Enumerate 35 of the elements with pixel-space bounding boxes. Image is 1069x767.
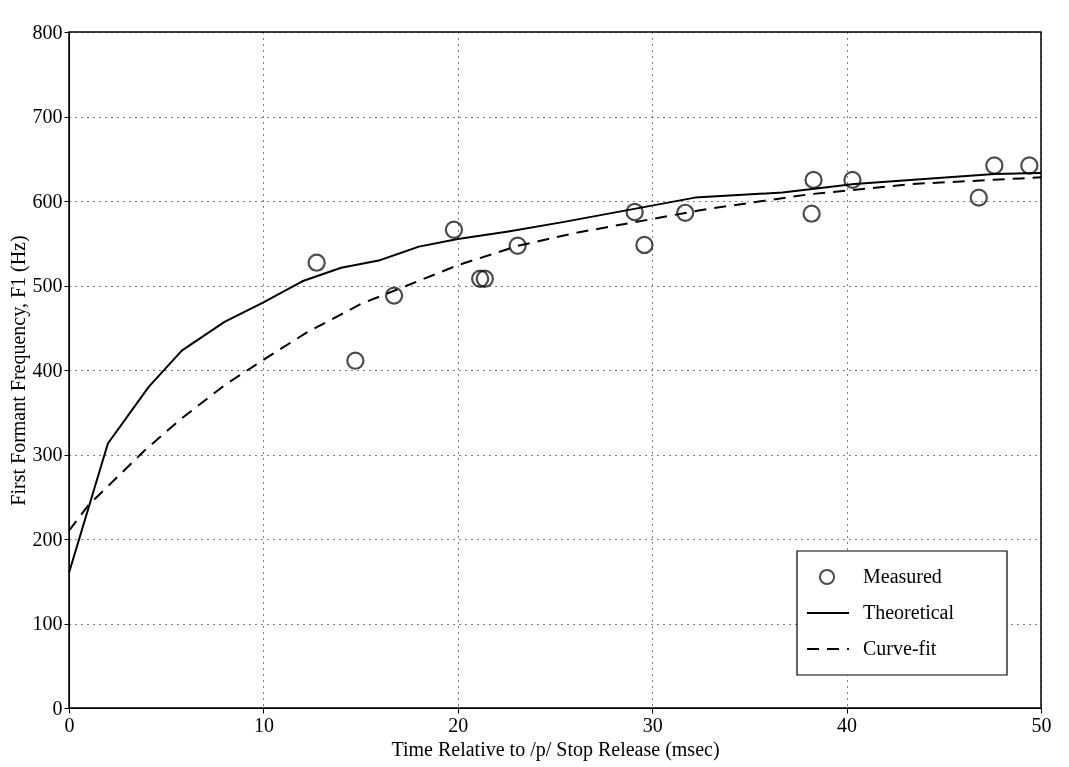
point bbox=[985, 156, 1004, 175]
x-tick-label: 10 bbox=[253, 713, 274, 736]
point bbox=[508, 236, 527, 255]
point bbox=[444, 220, 464, 239]
y-tick-label: 100 bbox=[32, 612, 63, 634]
point bbox=[635, 235, 654, 255]
y-tick-label: 400 bbox=[32, 358, 63, 381]
point bbox=[1020, 156, 1039, 175]
y-tick-label: 0 bbox=[52, 696, 63, 719]
legend-label: Theoretical bbox=[863, 601, 955, 623]
y-tick-label: 300 bbox=[32, 443, 63, 465]
x-tick-label: 50 bbox=[1031, 713, 1052, 736]
point bbox=[969, 188, 988, 207]
point bbox=[802, 204, 821, 223]
point bbox=[625, 202, 644, 222]
point bbox=[346, 351, 365, 370]
x-tick-label: 30 bbox=[642, 713, 663, 736]
legend-label: Measured bbox=[863, 565, 942, 587]
point bbox=[676, 203, 695, 222]
y-tick-label: 500 bbox=[32, 274, 63, 296]
x-tick-label: 40 bbox=[837, 713, 858, 736]
point bbox=[384, 286, 404, 305]
legend-label: Curve-fit bbox=[863, 637, 937, 659]
x-axis-title: Time Relative to /p/ Stop Release (msec) bbox=[391, 737, 720, 761]
x-tick-label: 20 bbox=[448, 713, 469, 736]
y-tick-label: 200 bbox=[32, 527, 63, 550]
point bbox=[307, 253, 326, 272]
y-tick-label: 700 bbox=[32, 105, 63, 127]
point bbox=[843, 170, 862, 190]
point bbox=[804, 170, 823, 190]
point bbox=[470, 269, 490, 288]
y-tick-label: 800 bbox=[32, 20, 63, 43]
y-axis-title: First Formant Frequency, F1 (Hz) bbox=[6, 235, 30, 506]
y-tick-label: 600 bbox=[32, 189, 63, 212]
point bbox=[475, 269, 494, 288]
